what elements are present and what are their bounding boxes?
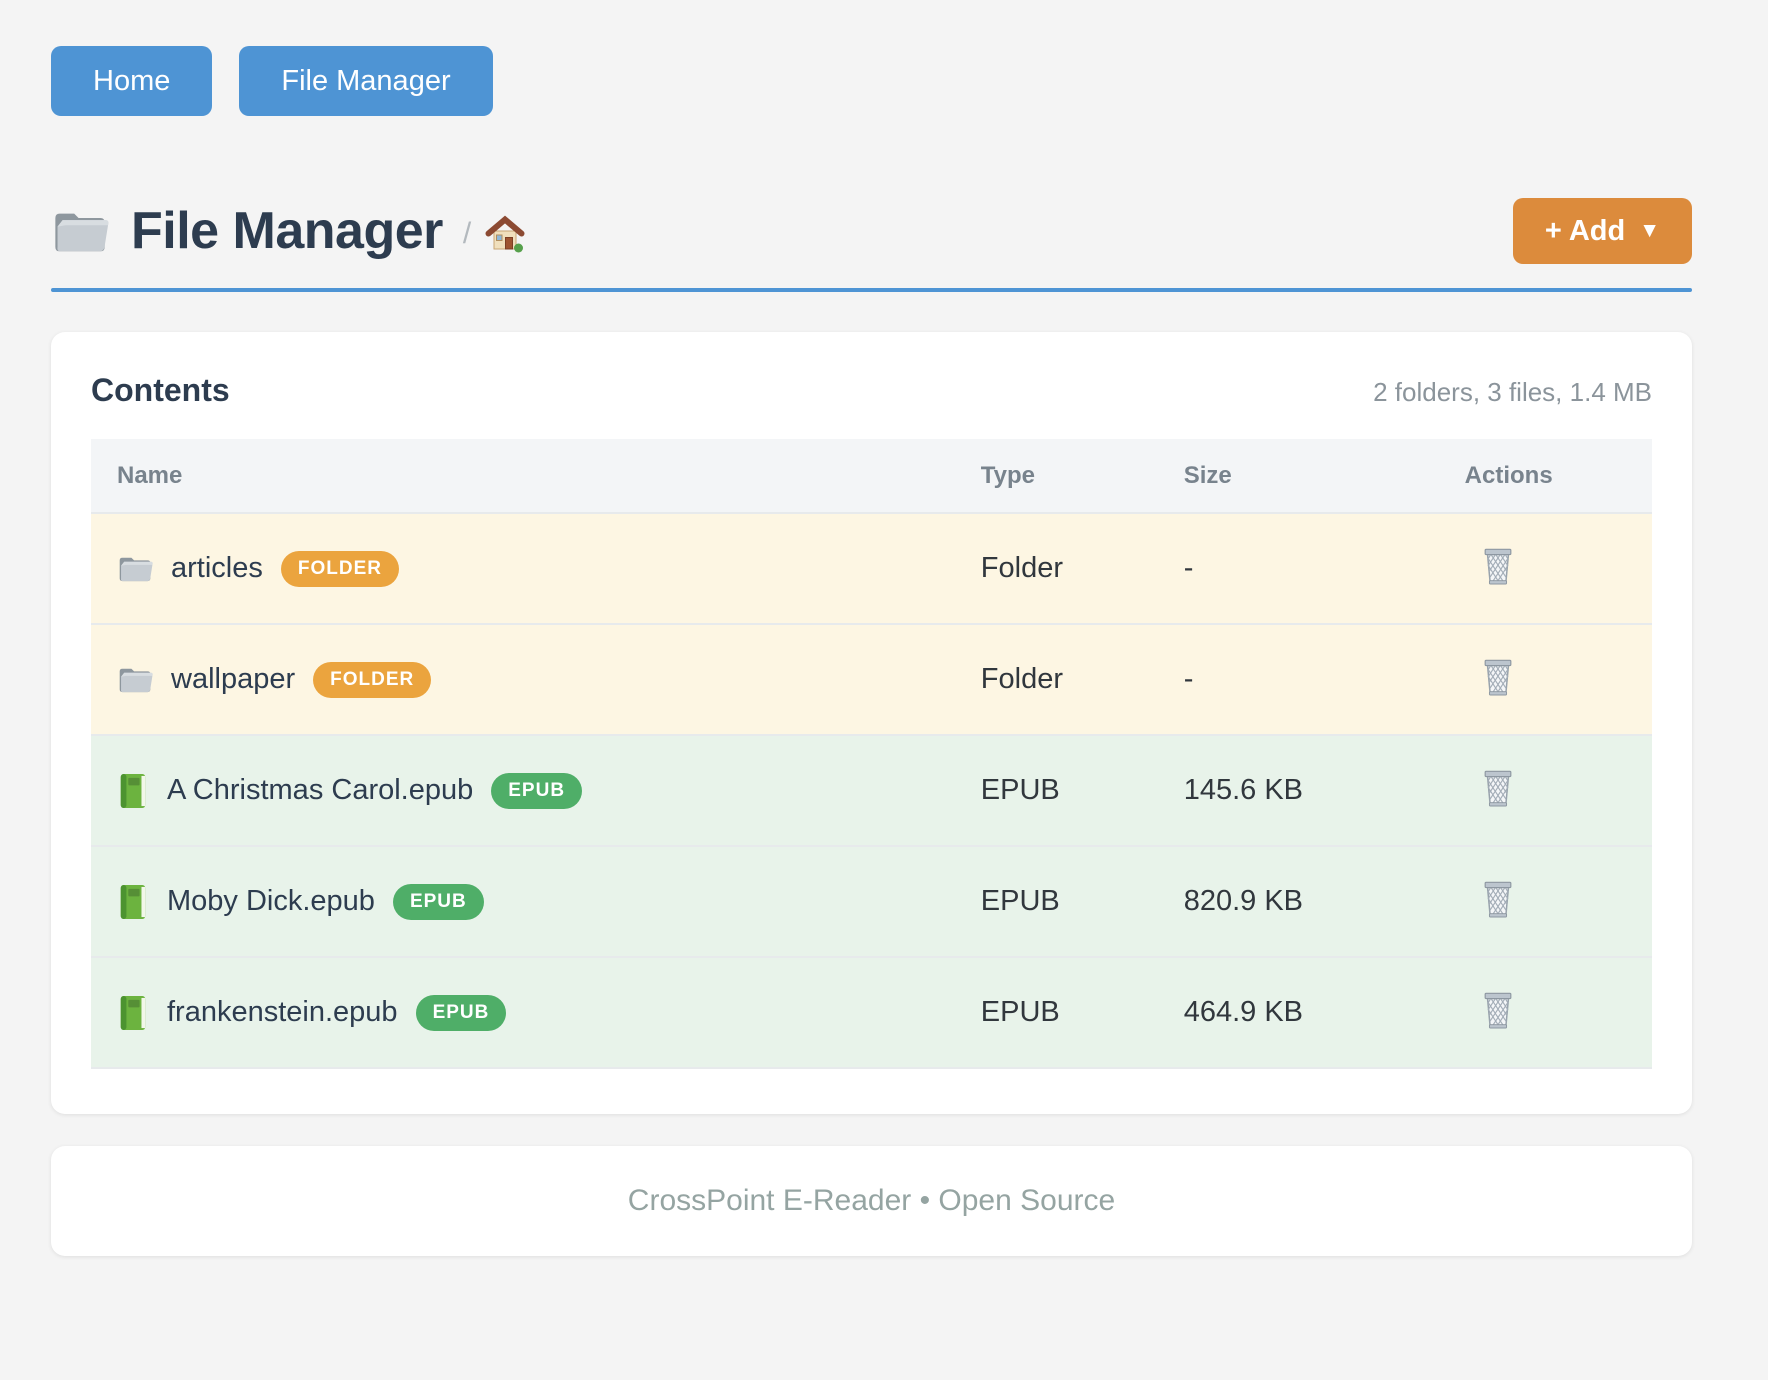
- file-type: EPUB: [980, 735, 1184, 847]
- type-badge: EPUB: [415, 994, 507, 1031]
- file-size: -: [1183, 513, 1465, 625]
- breadcrumb-separator: /: [462, 217, 472, 250]
- file-size: 145.6 KB: [1183, 735, 1465, 847]
- add-button[interactable]: + Add ▼: [1512, 198, 1692, 264]
- trash-icon: [1479, 766, 1517, 808]
- table-row[interactable]: articles FOLDER Folder -: [91, 513, 1652, 625]
- contents-summary: 2 folders, 3 files, 1.4 MB: [1373, 377, 1652, 407]
- column-header-actions: Actions: [1464, 439, 1652, 514]
- delete-button[interactable]: [1465, 544, 1517, 586]
- folder-icon: [117, 664, 153, 695]
- page: Home File Manager File Manager /: [51, 46, 1692, 1256]
- table-row[interactable]: frankenstein.epub EPUB EPUB 464.9 KB: [91, 957, 1652, 1069]
- column-header-type: Type: [980, 439, 1184, 514]
- type-badge: FOLDER: [313, 661, 432, 698]
- folder-icon: [51, 206, 109, 256]
- file-type: EPUB: [980, 846, 1184, 958]
- file-size: 464.9 KB: [1183, 957, 1465, 1069]
- table-row[interactable]: Moby Dick.epub EPUB EPUB 820.9 KB: [91, 846, 1652, 958]
- file-name[interactable]: wallpaper: [171, 663, 296, 695]
- footer: CrossPoint E-Reader • Open Source: [51, 1146, 1692, 1256]
- add-button-label: + Add: [1544, 214, 1626, 247]
- file-size: 820.9 KB: [1183, 846, 1465, 958]
- book-icon: [117, 883, 149, 921]
- delete-button[interactable]: [1465, 988, 1517, 1030]
- trash-icon: [1479, 877, 1517, 919]
- file-type: Folder: [980, 513, 1184, 625]
- footer-text: CrossPoint E-Reader • Open Source: [627, 1184, 1116, 1217]
- type-badge: EPUB: [491, 772, 583, 809]
- nav-home-button[interactable]: Home: [51, 46, 213, 116]
- column-header-size: Size: [1183, 439, 1465, 514]
- trash-icon: [1479, 988, 1517, 1030]
- title-divider: [51, 288, 1692, 292]
- delete-button[interactable]: [1465, 655, 1517, 697]
- top-nav: Home File Manager: [51, 46, 1692, 116]
- file-table: Name Type Size Actions articles: [91, 439, 1652, 1069]
- trash-icon: [1479, 544, 1517, 586]
- trash-icon: [1479, 655, 1517, 697]
- file-size: -: [1183, 624, 1465, 736]
- page-header: File Manager / + Add ▼: [51, 198, 1692, 264]
- file-table-body: articles FOLDER Folder -: [91, 513, 1652, 1069]
- file-type: Folder: [980, 624, 1184, 736]
- folder-icon: [117, 553, 153, 584]
- file-name[interactable]: frankenstein.epub: [167, 996, 398, 1028]
- file-type: EPUB: [980, 957, 1184, 1069]
- column-header-name: Name: [91, 439, 981, 514]
- delete-button[interactable]: [1465, 877, 1517, 919]
- house-icon[interactable]: [485, 215, 525, 255]
- file-name[interactable]: Moby Dick.epub: [167, 885, 375, 917]
- contents-title: Contents: [91, 372, 230, 408]
- file-name[interactable]: A Christmas Carol.epub: [167, 774, 474, 806]
- page-title: File Manager: [131, 202, 443, 260]
- file-name[interactable]: articles: [171, 552, 263, 584]
- caret-down-icon: ▼: [1639, 219, 1660, 242]
- contents-card: Contents 2 folders, 3 files, 1.4 MB Name…: [51, 332, 1692, 1114]
- nav-file-manager-button[interactable]: File Manager: [239, 46, 493, 116]
- book-icon: [117, 994, 149, 1032]
- type-badge: FOLDER: [280, 550, 399, 587]
- delete-button[interactable]: [1465, 766, 1517, 808]
- table-row[interactable]: wallpaper FOLDER Folder -: [91, 624, 1652, 736]
- book-icon: [117, 772, 149, 810]
- table-row[interactable]: A Christmas Carol.epub EPUB EPUB 145.6 K…: [91, 735, 1652, 847]
- type-badge: EPUB: [392, 883, 484, 920]
- table-header-row: Name Type Size Actions: [91, 439, 1652, 514]
